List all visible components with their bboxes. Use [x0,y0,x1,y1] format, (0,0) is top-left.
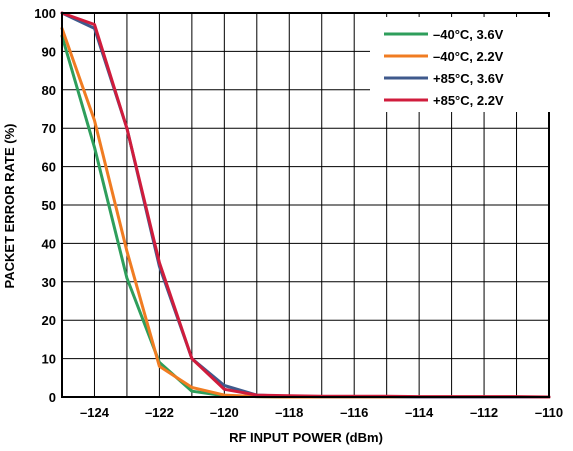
x-tick-label: –124 [80,405,110,420]
x-tick-label: –122 [145,405,174,420]
plot-frame [61,12,550,398]
x-tick-label: –112 [470,405,498,420]
x-tick-labels: –124 –122 –120 –118 –116 –114 –112 –110 [80,405,563,420]
y-tick-label: 30 [42,275,56,290]
x-tick-label: –114 [405,405,434,420]
y-tick-label: 70 [42,121,56,136]
legend-label: –40°C, 3.6V [433,27,504,42]
y-tick-label: 10 [42,352,56,367]
x-tick-label: –110 [535,405,563,420]
x-tick-label: –120 [210,405,239,420]
x-tick-label: –116 [340,405,368,420]
y-tick-label: 20 [42,313,56,328]
y-axis-title: PACKET ERROR RATE (%) [2,124,17,289]
legend-label: +85°C, 3.6V [433,71,504,86]
x-tick-label: –118 [275,405,303,420]
legend: –40°C, 3.6V –40°C, 2.2V +85°C, 3.6V +85°C, … [370,17,550,112]
y-tick-label: 0 [49,390,56,405]
x-axis-title: RF INPUT POWER (dBm) [229,430,383,445]
legend-label: +85°C, 2.2V [433,93,504,108]
y-tick-label: 50 [42,198,56,213]
y-tick-label: 40 [42,236,56,251]
legend-label: –40°C, 2.2V [433,49,504,64]
y-tick-label: 90 [42,44,56,59]
y-tick-label: 80 [42,83,56,98]
y-tick-labels: 0 10 20 30 40 50 60 70 80 90 100 [34,6,56,405]
y-tick-label: 100 [34,6,56,21]
y-tick-label: 60 [42,160,56,175]
